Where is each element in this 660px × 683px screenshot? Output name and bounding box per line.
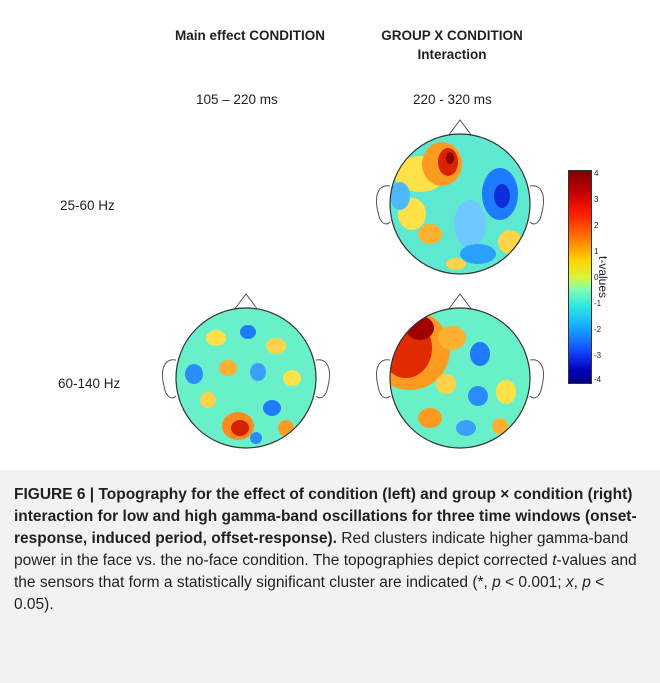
caption-body: , <box>573 574 583 591</box>
time-window-right: 220 - 320 ms <box>413 92 492 107</box>
nose-outline <box>447 119 473 137</box>
caption-t-symbol: t <box>552 552 557 569</box>
colorbar-tick: 1 <box>594 247 599 256</box>
caption-body: < 0.05). <box>14 574 605 613</box>
colorbar-tick: 0 <box>594 273 599 282</box>
caption-title: Topography for the effect of condition (… <box>14 486 637 547</box>
caption-body: Red clusters indicate higher gamma-band … <box>14 530 629 569</box>
colorbar-tick: 3 <box>594 195 599 204</box>
topography-interaction-60-140hz <box>376 293 544 449</box>
figure-panel: Main effect CONDITION GROUP X CONDITION I… <box>58 28 610 449</box>
colorbar-title: t-values <box>596 256 610 299</box>
colorbar-gradient <box>568 170 592 384</box>
header-main-effect: Main effect CONDITION <box>174 28 325 43</box>
figure-caption: FIGURE 6 | Topography for the effect of … <box>0 470 660 683</box>
row-label-high-gamma: 60-140 Hz <box>58 376 121 391</box>
colorbar-tick: 2 <box>594 221 599 230</box>
colorbar-tick: -4 <box>594 375 602 384</box>
row-label-low-gamma: 25-60 Hz <box>60 198 115 213</box>
caption-p-symbol: p <box>582 574 591 591</box>
caption-label: FIGURE 6 | <box>14 486 95 503</box>
caption-text: FIGURE 6 | Topography for the effect of … <box>0 470 660 616</box>
left-ear-outline <box>376 185 391 225</box>
header-interaction: GROUP X CONDITION Interaction <box>381 28 523 62</box>
caption-p-symbol: p <box>492 574 501 591</box>
caption-body: -values and the sensors that form a stat… <box>14 552 637 591</box>
caption-x-symbol: x <box>565 574 574 591</box>
topography-interaction-25-60hz <box>376 119 544 275</box>
time-window-left: 105 – 220 ms <box>196 92 278 107</box>
colorbar-tick: 4 <box>594 169 599 178</box>
colorbar-tick: -3 <box>594 351 602 360</box>
right-ear-outline <box>529 185 544 225</box>
colorbar-tick: -1 <box>594 299 602 308</box>
topography-main-effect-60-140hz <box>162 293 330 449</box>
caption-body: < 0.001; <box>500 574 566 591</box>
colorbar-tick: -2 <box>594 325 602 334</box>
